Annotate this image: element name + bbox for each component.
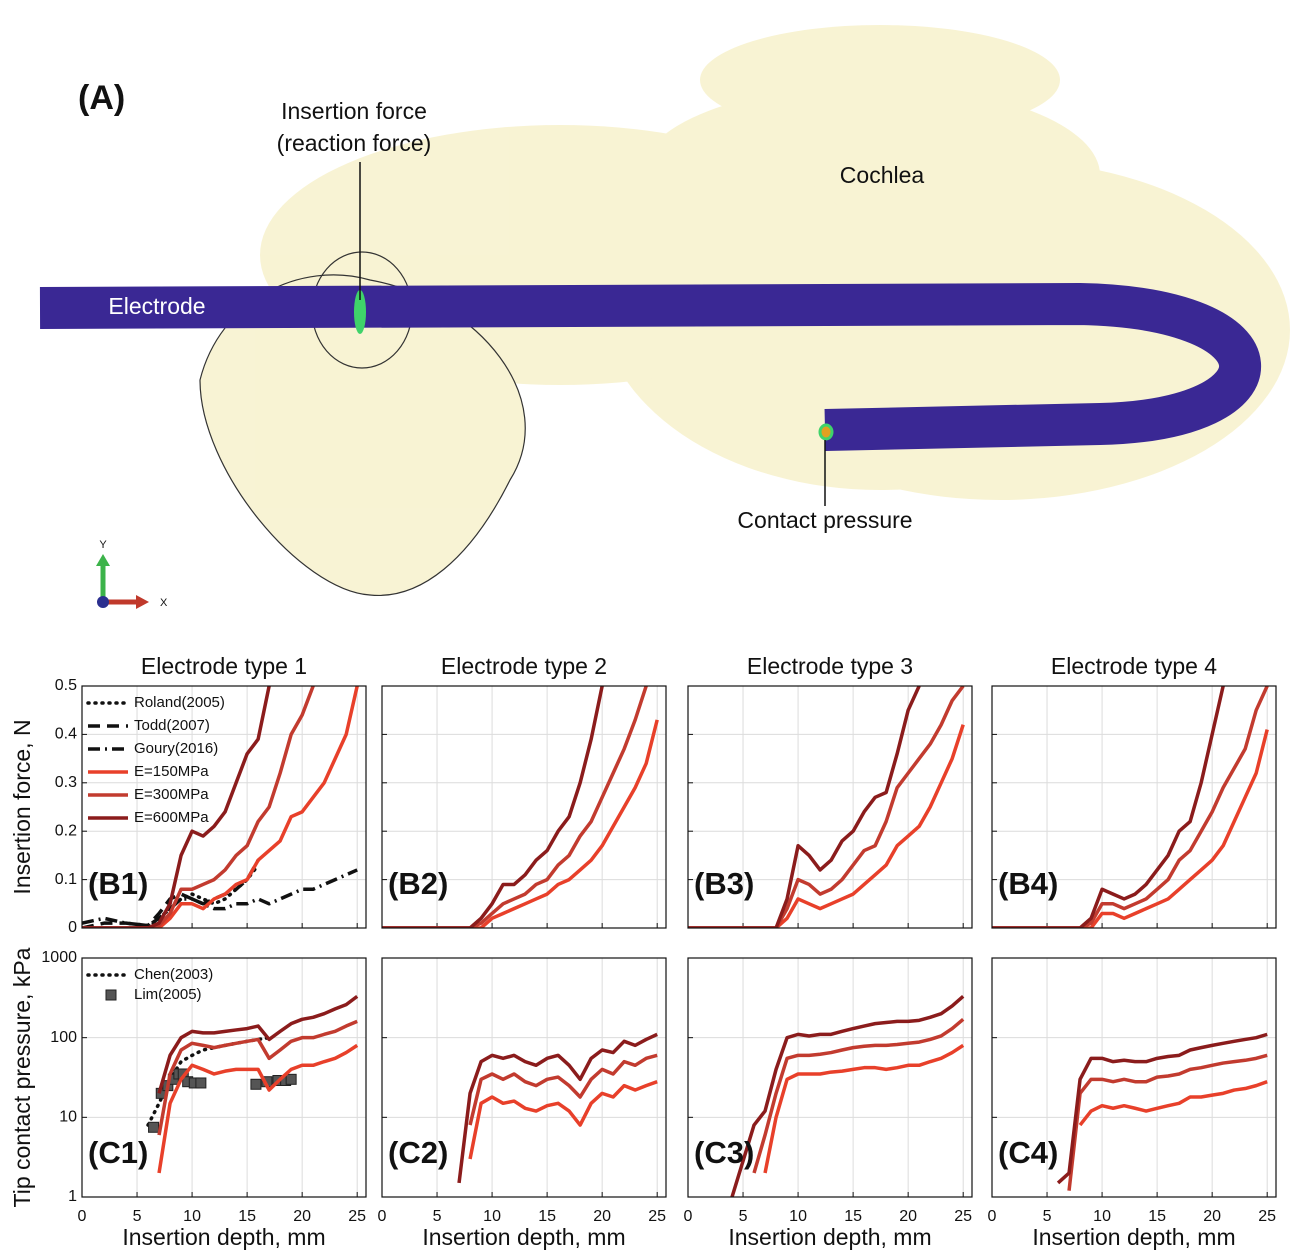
chart: 0 5 10 15 20 25 (C3) Insertion depth, mm	[684, 958, 973, 1250]
x-tick-label: 5	[1043, 1208, 1052, 1225]
illustration: (A) Insertion force (reaction force) Coc…	[40, 25, 1290, 609]
panel-label: (C2)	[388, 1135, 448, 1170]
chart-title: Electrode type 1	[141, 653, 307, 679]
panel-label: (B3)	[694, 866, 754, 901]
chart: Electrode type 2 (B2)	[382, 653, 666, 928]
legend-label: Roland(2005)	[134, 694, 225, 711]
y-tick-label: 0	[68, 919, 77, 936]
series-line	[1080, 1082, 1267, 1125]
chart-title: Electrode type 4	[1051, 653, 1217, 679]
y-tick-label: 100	[50, 1029, 77, 1046]
panel-label: (B2)	[388, 866, 448, 901]
series-line	[765, 1045, 963, 1173]
contact-pressure-spot	[820, 425, 832, 439]
x-tick-label: 5	[433, 1208, 442, 1225]
chart: 0 5 10 15 20 25 (C4) Insertion depth, mm	[988, 958, 1277, 1250]
x-tick-label: 10	[183, 1208, 201, 1225]
x-axis-label: Insertion depth, mm	[122, 1224, 325, 1250]
x-axis-label: Insertion depth, mm	[422, 1224, 625, 1250]
y-tick-label: 1	[68, 1188, 77, 1205]
marker	[196, 1078, 206, 1088]
panel-label: (C1)	[88, 1135, 148, 1170]
legend-label: Chen(2003)	[134, 966, 213, 983]
axis-arrow	[136, 595, 149, 609]
panel-label: (C4)	[998, 1135, 1058, 1170]
legend-label: E=300MPa	[134, 786, 209, 803]
plot-area	[148, 996, 357, 1173]
x-tick-label: 10	[1093, 1208, 1111, 1225]
x-axis-label: Insertion depth, mm	[728, 1224, 931, 1250]
x-tick-label: 5	[133, 1208, 142, 1225]
plot-area	[1058, 1034, 1267, 1190]
chart: 0 5 10 15 20 25 (C2) Insertion depth, mm	[378, 958, 667, 1250]
chart: 0 5 10 15 20 25 1 10 100 1000 Chen(2003) Lim(2005) (…	[9, 947, 366, 1250]
annotation: Cochlea	[840, 162, 925, 188]
panel-label: (B1)	[88, 866, 148, 901]
x-tick-label: 15	[538, 1208, 556, 1225]
y-tick-label: 0.2	[55, 822, 77, 839]
chart: Electrode type 4 (B4)	[992, 653, 1276, 928]
x-tick-label: 20	[899, 1208, 917, 1225]
y-tick-label: 0.5	[55, 677, 77, 694]
x-tick-label: 25	[648, 1208, 666, 1225]
figure: (A) Insertion force (reaction force) Coc…	[0, 0, 1290, 1254]
x-tick-label: 0	[378, 1208, 387, 1225]
x-tick-label: 0	[684, 1208, 693, 1225]
y-tick-label: 0.4	[55, 726, 77, 743]
chart-title: Electrode type 2	[441, 653, 607, 679]
axis-arrow	[96, 554, 110, 566]
x-tick-label: 15	[1148, 1208, 1166, 1225]
annotation: (reaction force)	[277, 130, 432, 156]
y-tick-label: 10	[59, 1109, 77, 1126]
plot-area	[459, 1034, 657, 1183]
panel-label: (B4)	[998, 866, 1058, 901]
chart-title: Electrode type 3	[747, 653, 913, 679]
x-tick-label: 20	[293, 1208, 311, 1225]
y-axis-label: Insertion force, N	[9, 719, 35, 894]
axis-name: X	[160, 597, 168, 609]
y-axis-label: Tip contact pressure, kPa	[9, 947, 35, 1207]
x-tick-label: 20	[593, 1208, 611, 1225]
annotation: Insertion force	[281, 98, 427, 124]
plot-area	[732, 996, 963, 1197]
x-axis-label: Insertion depth, mm	[1032, 1224, 1235, 1250]
series-line	[159, 1045, 357, 1173]
x-tick-label: 0	[988, 1208, 997, 1225]
legend-label: E=600MPa	[134, 809, 209, 826]
marker	[286, 1074, 296, 1084]
y-tick-label: 1000	[41, 949, 77, 966]
legend-label: Goury(2016)	[134, 740, 218, 757]
x-tick-label: 10	[789, 1208, 807, 1225]
x-tick-label: 25	[954, 1208, 972, 1225]
legend-label: E=150MPa	[134, 763, 209, 780]
chart: Electrode type 3 (B3)	[688, 653, 972, 928]
x-tick-label: 5	[739, 1208, 748, 1225]
series-line	[1069, 1055, 1267, 1190]
x-tick-label: 25	[1258, 1208, 1276, 1225]
series-line	[459, 1034, 657, 1183]
legend-label: Todd(2007)	[134, 717, 210, 734]
annotation: Contact pressure	[737, 507, 912, 533]
y-tick-label: 0.3	[55, 774, 77, 791]
marker	[149, 1122, 159, 1132]
legend-label: Lim(2005)	[134, 986, 202, 1003]
chart: 0 0.1 0.2 0.3 0.4 0.5 Roland(2005) Todd(2007) Go…	[9, 653, 366, 936]
x-tick-label: 15	[238, 1208, 256, 1225]
y-tick-label: 0.1	[55, 871, 77, 888]
annotation: Electrode	[108, 293, 205, 319]
x-tick-label: 10	[483, 1208, 501, 1225]
x-tick-label: 15	[844, 1208, 862, 1225]
x-tick-label: 0	[78, 1208, 87, 1225]
panel-label: (C3)	[694, 1135, 754, 1170]
series-line	[470, 1055, 657, 1125]
axis-name: Y	[99, 539, 107, 551]
panel-label: (A)	[78, 79, 125, 117]
x-tick-label: 20	[1203, 1208, 1221, 1225]
series-line	[470, 1082, 657, 1159]
marker	[251, 1079, 261, 1089]
legend-marker	[106, 990, 116, 1000]
axis-origin	[97, 596, 109, 608]
x-tick-label: 25	[348, 1208, 366, 1225]
